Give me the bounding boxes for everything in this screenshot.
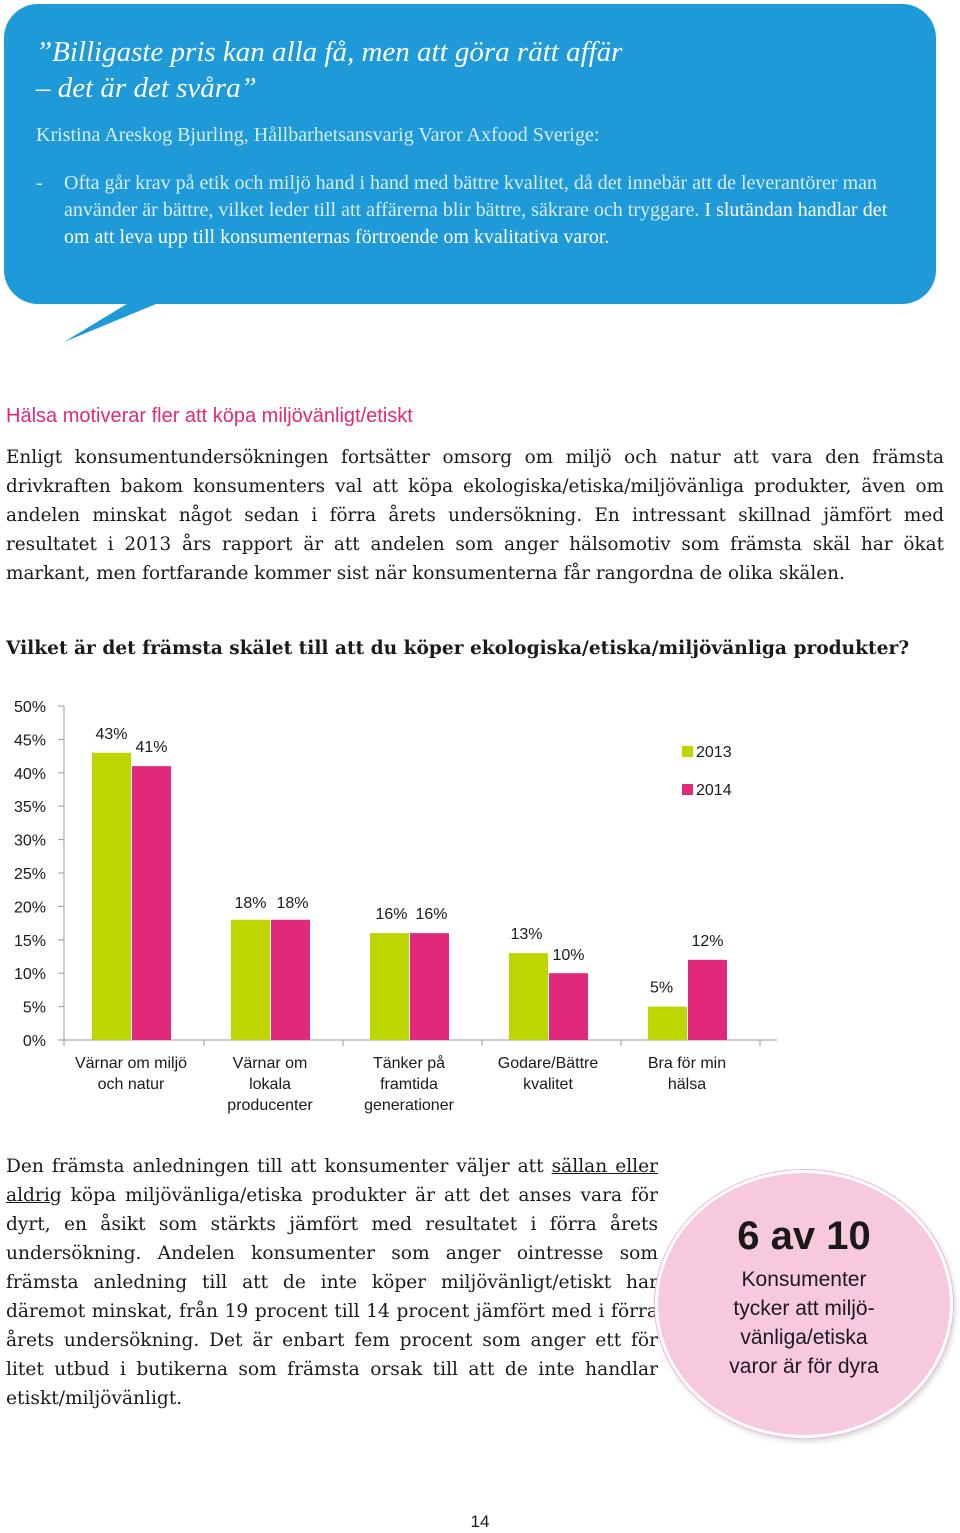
price-badge: 6 av 10 Konsumenter tycker att miljö- vä… <box>655 1170 953 1438</box>
quote-dash: - <box>36 172 43 194</box>
bar-2013-1 <box>92 752 131 1040</box>
data-label-2013-5: 5% <box>650 980 673 997</box>
data-label-2014-4: 10% <box>552 947 584 964</box>
y-tick-label: 20% <box>14 899 46 916</box>
y-tick-label: 5% <box>23 1000 46 1017</box>
y-tick-label: 25% <box>14 866 46 883</box>
bar-2013-2 <box>231 919 270 1040</box>
category-label: producenter <box>227 1097 313 1114</box>
quote-body-text: Ofta går krav på etik och miljö hand i h… <box>64 170 916 251</box>
category-label: Tänker på <box>373 1054 445 1072</box>
y-tick-label: 50% <box>14 699 46 716</box>
quote-title: ”Billigaste pris kan alla få, men att gö… <box>36 34 916 106</box>
category-label: hälsa <box>668 1076 706 1093</box>
data-label-2014-3: 16% <box>415 906 447 923</box>
category-label: kvalitet <box>523 1076 573 1093</box>
quote-title-line-2: – det är det svåra” <box>36 72 257 104</box>
quote-body-part-a: Ofta går krav på etik och miljö hand i h… <box>64 172 878 221</box>
y-tick-label: 15% <box>14 933 46 950</box>
legend-label-2014: 2014 <box>696 782 732 799</box>
data-label-2014-1: 41% <box>135 739 167 756</box>
bottom-paragraph: Den främsta anledningen till att konsume… <box>6 1152 658 1413</box>
bar-2014-2 <box>271 919 310 1040</box>
section-title: Hälsa motiverar fler att köpa miljövänli… <box>6 405 413 427</box>
category-label: framtida <box>380 1076 438 1093</box>
data-label-2014-2: 18% <box>276 895 308 912</box>
bar-2014-3 <box>410 933 449 1040</box>
quote-title-line-1: ”Billigaste pris kan alla få, men att gö… <box>36 36 623 68</box>
data-label-2013-3: 16% <box>375 906 407 923</box>
y-tick-label: 30% <box>14 833 46 850</box>
bar-2013-4 <box>509 953 548 1040</box>
category-label: och natur <box>98 1076 165 1093</box>
page-number: 14 <box>470 1512 490 1531</box>
bottom-paragraph-part-2: köpa miljövänliga/etiska produkter är at… <box>6 1185 658 1409</box>
category-label: lokala <box>249 1076 291 1093</box>
bar-2014-4 <box>549 973 588 1040</box>
category-label: Värnar om <box>233 1055 308 1072</box>
chart-question: Vilket är det främsta skälet till att du… <box>6 638 910 659</box>
bar-chart: 0% 5% 10% 15% 20% 25% 30% 35% 40% 45% 50% 43% 41% Vär… <box>14 699 777 1114</box>
category-label: Godare/Bättre <box>498 1055 599 1072</box>
badge-caption: Konsumenter tycker att miljö- vänliga/et… <box>729 1268 879 1378</box>
bottom-paragraph-part-1: Den främsta anledningen till att konsume… <box>6 1156 552 1177</box>
y-tick-label: 40% <box>14 766 46 783</box>
badge-headline: 6 av 10 <box>737 1214 871 1258</box>
y-tick-label: 45% <box>14 732 46 749</box>
bar-2013-3 <box>370 933 409 1040</box>
legend-label-2013: 2013 <box>696 744 732 761</box>
legend-swatch-2013 <box>682 746 693 757</box>
data-label-2013-4: 13% <box>510 926 542 943</box>
bar-2013-5 <box>648 1006 687 1040</box>
y-tick-label: 0% <box>23 1033 46 1050</box>
category-label: Värnar om miljö <box>75 1055 187 1072</box>
data-label-2013-2: 18% <box>234 895 266 912</box>
data-label-2014-5: 12% <box>691 933 723 950</box>
quote-author: Kristina Areskog Bjurling, Hållbarhetsan… <box>36 124 600 146</box>
quote-body-part-b: I slutändan handlar det om att leva upp … <box>64 199 888 248</box>
bar-2014-1 <box>132 766 171 1040</box>
category-label: generationer <box>364 1097 455 1114</box>
legend-swatch-2014 <box>682 784 693 795</box>
quote-body: - Ofta går krav på etik och miljö hand i… <box>36 170 916 251</box>
bottom-paragraph-underlined: sällan eller aldrig <box>6 1156 658 1206</box>
data-label-2013-1: 43% <box>95 726 127 743</box>
y-tick-label: 10% <box>14 966 46 983</box>
bar-2014-5 <box>688 959 727 1040</box>
quote-bubble <box>4 4 936 304</box>
category-label: Bra för min <box>648 1055 726 1072</box>
intro-paragraph: Enligt konsumentundersökningen fortsätte… <box>6 447 944 584</box>
y-tick-label: 35% <box>14 799 46 816</box>
